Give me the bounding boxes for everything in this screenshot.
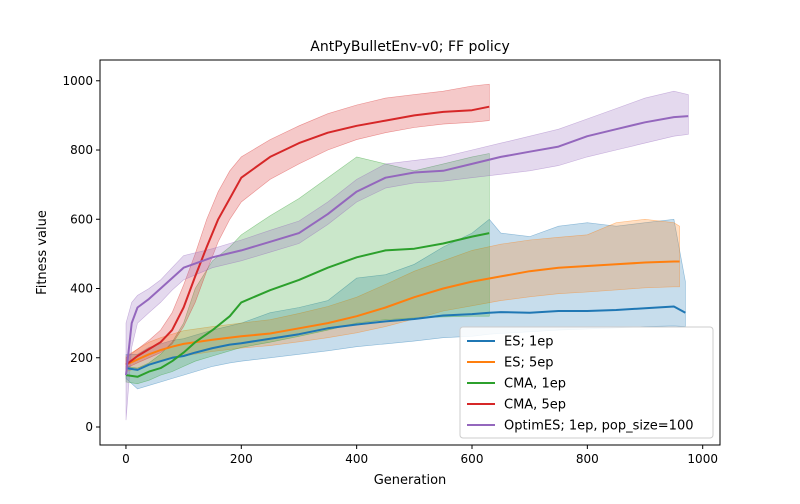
legend-label-cma-1ep: CMA, 1ep bbox=[504, 377, 566, 392]
band-optimes-1ep-pop-size-100 bbox=[125, 90, 689, 421]
x-tick-label: 400 bbox=[345, 452, 368, 466]
y-axis-ticks: 0 200 400 600 800 1000 bbox=[62, 74, 100, 434]
line-cma-5ep bbox=[125, 105, 490, 366]
y-axis-label: Fitness value bbox=[35, 210, 50, 295]
legend-label-es-5ep: ES; 5ep bbox=[504, 356, 554, 371]
series-lines bbox=[125, 105, 689, 378]
legend-label-cma-5ep: CMA, 5ep bbox=[504, 398, 566, 413]
y-tick-label: 600 bbox=[70, 212, 93, 226]
x-tick-label: 800 bbox=[576, 452, 599, 466]
x-tick-label: 600 bbox=[461, 452, 484, 466]
legend-box bbox=[459, 326, 714, 439]
line-optimes-1ep-pop-size-100 bbox=[125, 115, 689, 376]
x-axis-ticks: 0 200 400 600 800 1000 bbox=[122, 445, 718, 466]
x-tick-label: 0 bbox=[122, 452, 130, 466]
line-cma-1ep bbox=[125, 232, 490, 378]
y-tick-label: 400 bbox=[70, 282, 93, 296]
x-tick-label: 1000 bbox=[687, 452, 718, 466]
legend-label-es-1ep: ES; 1ep bbox=[504, 335, 554, 350]
y-tick-label: 200 bbox=[70, 351, 93, 365]
plot-frame bbox=[99, 59, 721, 446]
legend-label-optimes-1ep-pop-size-100: OptimES; 1ep, pop_size=100 bbox=[504, 419, 694, 434]
y-tick-label: 800 bbox=[70, 143, 93, 157]
x-axis-label: Generation bbox=[374, 473, 447, 488]
y-tick-label: 0 bbox=[85, 420, 93, 434]
y-tick-label: 1000 bbox=[62, 74, 93, 88]
x-tick-label: 200 bbox=[230, 452, 253, 466]
legend: ES; 1ep ES; 5ep CMA, 1ep CMA, 5ep OptimES; 1… bbox=[459, 326, 714, 439]
chart-title: AntPyBulletEnv-v0; FF policy bbox=[310, 39, 509, 55]
line-es-5ep bbox=[125, 260, 680, 366]
